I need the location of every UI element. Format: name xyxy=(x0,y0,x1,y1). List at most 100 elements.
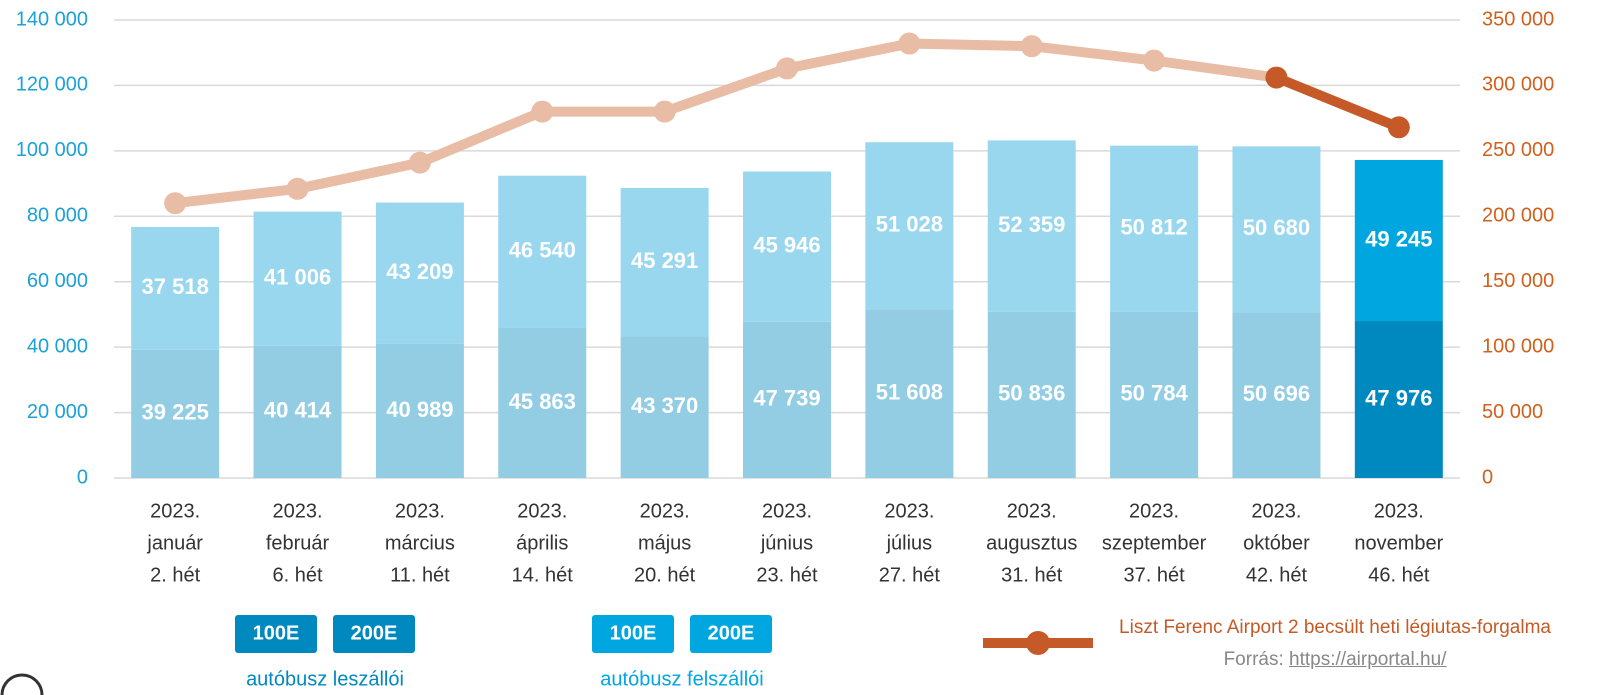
source-link[interactable]: https://airportal.hu/ xyxy=(1289,649,1447,670)
bar xyxy=(620,336,709,478)
value-label: 50 784 xyxy=(1120,381,1188,406)
line-highlight xyxy=(1274,72,1401,132)
x-tick-label: 2023. xyxy=(395,500,445,522)
value-label: 43 209 xyxy=(386,259,453,284)
value-label: 37 518 xyxy=(142,274,209,299)
x-tick-label: 23. hét xyxy=(756,564,818,586)
y-tick-label: 120 000 xyxy=(16,74,88,96)
value-label: 51 608 xyxy=(876,379,943,404)
legend-label: Liszt Ferenc Airport 2 becsült heti légi… xyxy=(1119,617,1551,638)
bar xyxy=(620,187,709,337)
value-label: 50 836 xyxy=(998,381,1065,406)
x-tick-label: 2023. xyxy=(1374,500,1424,522)
source-label: Forrás: xyxy=(1223,649,1284,670)
y2-tick-label: 100 000 xyxy=(1482,335,1554,357)
value-label: 51 028 xyxy=(876,212,943,237)
value-label: 45 863 xyxy=(509,389,576,414)
y-tick-label: 100 000 xyxy=(16,139,88,161)
value-label: 40 989 xyxy=(386,397,453,422)
bar xyxy=(1354,321,1443,478)
line-marker xyxy=(653,100,676,123)
y-tick-label: 40 000 xyxy=(27,335,88,357)
line xyxy=(174,38,1278,209)
bar xyxy=(375,202,464,344)
value-label: 52 359 xyxy=(998,212,1065,237)
bar xyxy=(987,140,1076,312)
x-tick-label: március xyxy=(385,532,455,554)
bar xyxy=(498,175,587,328)
x-tick-label: 2023. xyxy=(762,500,812,522)
corner-icon xyxy=(0,673,44,695)
x-tick-label: október xyxy=(1243,532,1310,554)
x-tick-label: 2023. xyxy=(884,500,934,522)
x-tick-label: 27. hét xyxy=(879,564,941,586)
y2-tick-label: 50 000 xyxy=(1482,401,1543,423)
bar xyxy=(1232,146,1321,313)
y-tick-label: 80 000 xyxy=(27,205,88,227)
value-label: 40 414 xyxy=(264,398,332,423)
x-tick-label: 2023. xyxy=(517,500,567,522)
line-marker xyxy=(776,57,798,80)
bar xyxy=(131,349,220,478)
line-marker xyxy=(1143,49,1166,72)
line-marker xyxy=(286,177,309,200)
bar xyxy=(253,345,342,478)
legend-label: autóbusz felszállói xyxy=(600,668,763,690)
line-marker xyxy=(408,151,431,174)
x-tick-label: 31. hét xyxy=(1001,564,1063,586)
value-label: 45 946 xyxy=(753,232,820,257)
x-tick-label: 2023. xyxy=(1007,500,1057,522)
value-label: 41 006 xyxy=(264,265,331,290)
legend-swatch xyxy=(592,615,674,653)
bar xyxy=(1110,145,1199,312)
x-tick-label: 2023. xyxy=(1251,500,1301,522)
legend-swatch xyxy=(333,615,415,653)
legend-marker xyxy=(1026,631,1050,655)
value-label: 43 370 xyxy=(631,393,698,418)
y2-tick-label: 250 000 xyxy=(1482,139,1554,161)
legend-label: autóbusz leszállói xyxy=(246,668,404,690)
bar xyxy=(1110,311,1199,478)
x-tick-label: 20. hét xyxy=(634,564,696,586)
value-label: 50 696 xyxy=(1243,381,1310,406)
x-tick-label: 6. hét xyxy=(273,564,323,586)
value-label: 47 739 xyxy=(753,386,820,411)
legend-item: 100E xyxy=(253,622,300,644)
line-legend: Liszt Ferenc Airport 2 becsült heti légi… xyxy=(1105,612,1565,676)
y2-tick-label: 0 xyxy=(1482,466,1493,488)
x-tick-label: 37. hét xyxy=(1124,564,1186,586)
x-tick-label: július xyxy=(886,532,933,554)
y2-tick-label: 300 000 xyxy=(1482,74,1554,96)
y2-tick-label: 150 000 xyxy=(1482,270,1554,292)
bar xyxy=(253,211,342,346)
bar xyxy=(865,309,954,478)
value-label: 50 812 xyxy=(1120,215,1187,240)
bar xyxy=(987,311,1076,478)
value-label: 49 245 xyxy=(1365,226,1432,251)
y-tick-label: 140 000 xyxy=(16,8,88,30)
bar xyxy=(743,321,831,478)
x-tick-label: 46. hét xyxy=(1368,564,1430,586)
x-tick-label: november xyxy=(1354,532,1443,554)
y2-tick-label: 200 000 xyxy=(1482,205,1554,227)
bar xyxy=(375,343,464,478)
y2-tick-label: 350 000 xyxy=(1482,8,1554,30)
y-tick-label: 20 000 xyxy=(27,401,88,423)
x-tick-label: május xyxy=(638,532,691,554)
legend-swatch xyxy=(235,615,317,653)
line-marker xyxy=(898,32,921,55)
x-tick-label: 2. hét xyxy=(150,564,200,586)
line-marker xyxy=(531,100,554,123)
y-tick-label: 60 000 xyxy=(27,270,88,292)
x-tick-label: 14. hét xyxy=(512,564,574,586)
legend-item: 200E xyxy=(708,622,755,644)
value-label: 46 540 xyxy=(509,238,576,263)
x-tick-label: április xyxy=(516,532,568,554)
line-marker xyxy=(1265,66,1288,89)
line-marker xyxy=(164,192,187,215)
bar xyxy=(498,327,587,478)
bar xyxy=(865,142,954,310)
x-tick-label: június xyxy=(760,532,813,554)
